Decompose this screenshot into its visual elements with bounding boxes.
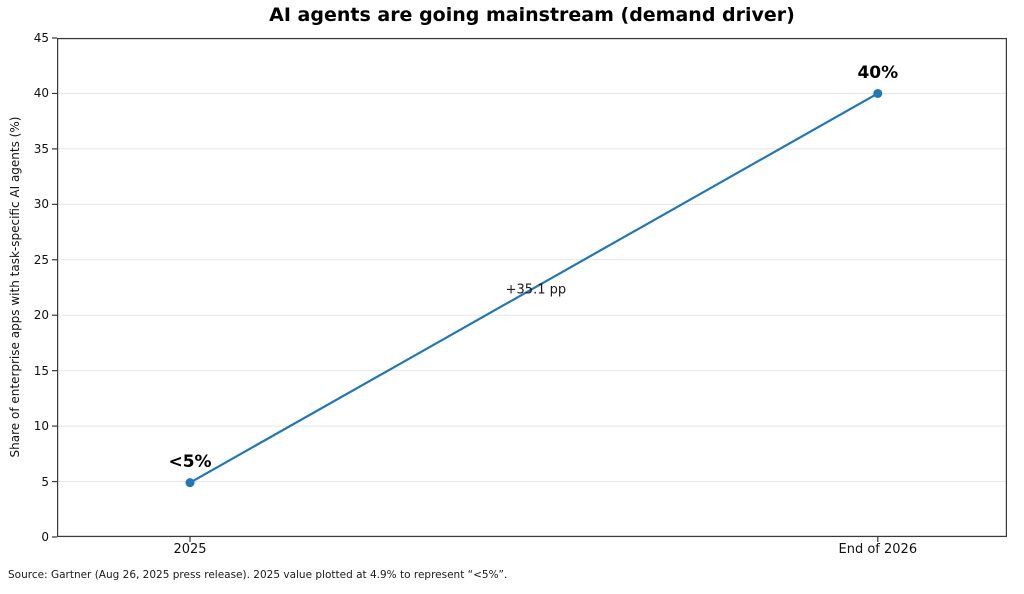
y-tick-label: 20 xyxy=(33,308,49,323)
y-tick-label: 45 xyxy=(33,31,49,45)
axes-box xyxy=(57,38,1007,537)
x-tick-label-end-2026: End of 2026 xyxy=(838,542,918,557)
y-tick-label: 40 xyxy=(33,86,49,101)
y-tick-label: 5 xyxy=(41,474,49,489)
chart-canvas xyxy=(52,37,1007,542)
y-tick-label: 15 xyxy=(33,363,49,378)
y-tick-label: 0 xyxy=(41,530,49,544)
data-line xyxy=(189,92,879,484)
point-label-2025: <5% xyxy=(168,451,212,472)
y-tick-label: 10 xyxy=(33,419,49,434)
source-note: Source: Gartner (Aug 26, 2025 press rele… xyxy=(8,569,508,581)
y-tick-label: 30 xyxy=(33,197,49,212)
y-axis-title: Share of enterprise apps with task-speci… xyxy=(8,116,22,458)
change-annotation: +35.1 pp xyxy=(505,282,567,298)
data-point-marker xyxy=(873,88,883,98)
x-tick-label-2025: 2025 xyxy=(173,542,207,557)
point-label-end-2026: 40% xyxy=(857,63,899,84)
plot-area: <5% 40% +35.1 pp xyxy=(52,37,1007,542)
data-point-marker xyxy=(185,478,195,488)
chart-title: AI agents are going mainstream (demand d… xyxy=(269,4,795,26)
y-tick-label: 25 xyxy=(33,252,49,267)
y-tick-label: 35 xyxy=(33,141,49,156)
